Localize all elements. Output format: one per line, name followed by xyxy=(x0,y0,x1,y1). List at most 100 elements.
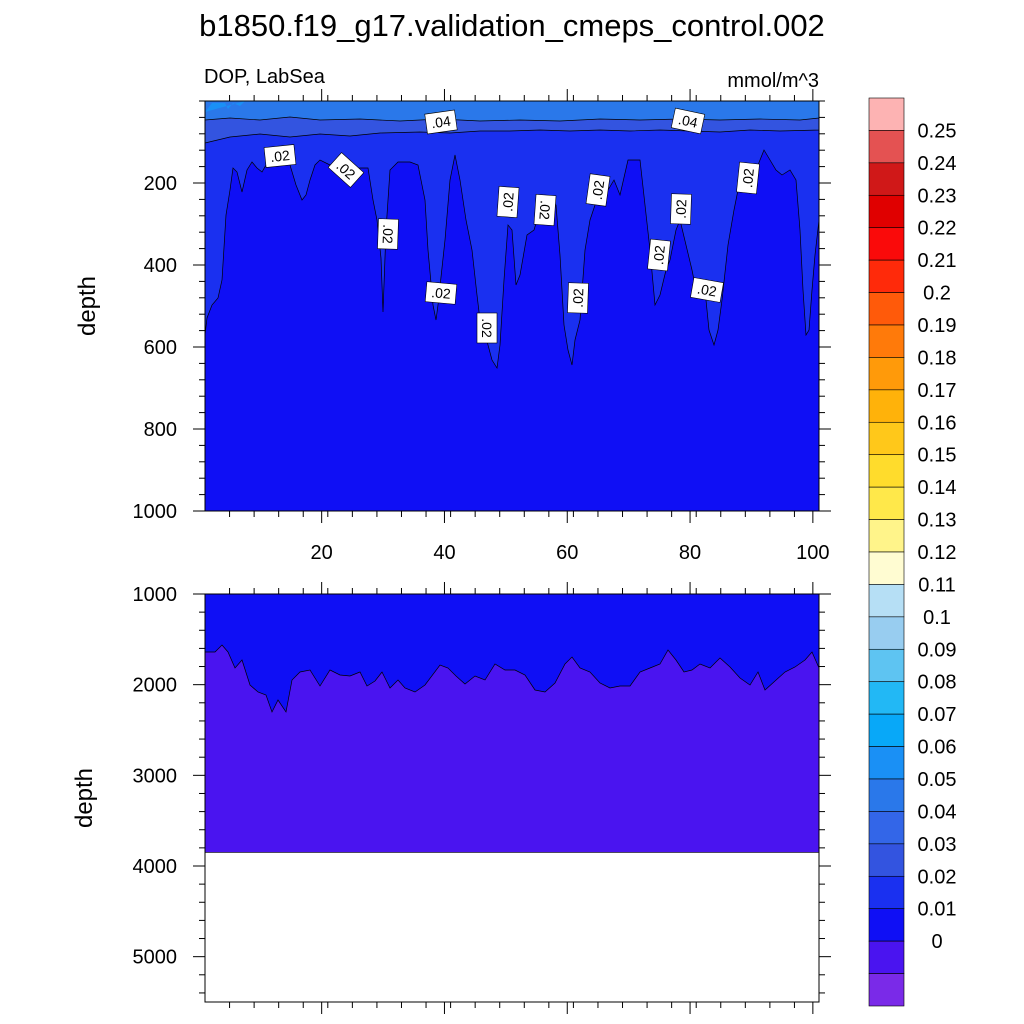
colorbar-label: 0.07 xyxy=(918,704,957,726)
colorbar-swatch xyxy=(868,551,905,585)
colorbar-label: 0.23 xyxy=(918,185,957,207)
svg-text:.02: .02 xyxy=(269,147,290,165)
colorbar-label: 0.25 xyxy=(918,120,957,142)
contour-label: .02 xyxy=(647,238,671,272)
colorbar-label: 0.06 xyxy=(918,737,957,759)
colorbar-swatch xyxy=(868,292,905,326)
svg-text:.02: .02 xyxy=(499,192,516,213)
colorbar-label: 0.04 xyxy=(918,801,957,823)
colorbar-swatch xyxy=(868,162,905,196)
chart-title: b1850.f19_g17.validation_cmeps_control.0… xyxy=(199,8,825,43)
y-tick-label: 1000 xyxy=(133,501,178,523)
lower-axes: 1000 2000 3000 4000 5000 xyxy=(133,582,831,1014)
colorbar-swatch xyxy=(868,843,905,877)
colorbar-swatch xyxy=(868,648,905,683)
colorbar-swatch xyxy=(868,616,905,650)
colorbar-label: 0 xyxy=(931,931,942,953)
y-tick-label: 400 xyxy=(144,255,177,277)
colorbar-label: 0.11 xyxy=(918,574,955,596)
colorbar-swatch xyxy=(868,324,905,358)
contour-fill-0.01-0.02 xyxy=(204,593,820,713)
colorbar-swatch xyxy=(868,130,905,164)
colorbar-swatch xyxy=(868,357,905,391)
colorbar-swatch xyxy=(868,454,905,488)
colorbar-label: 0.21 xyxy=(918,250,957,272)
contour-label: .04 xyxy=(424,109,458,135)
colorbar-label: 0.16 xyxy=(918,412,957,434)
colorbar-swatch xyxy=(868,194,905,229)
y-tick-label: 3000 xyxy=(133,765,178,787)
colorbar-label: 0.12 xyxy=(918,542,957,564)
colorbar-swatch xyxy=(868,486,905,520)
colorbar-label: 0.05 xyxy=(918,769,957,791)
contour-label: .02 xyxy=(670,193,692,225)
lower-panel: 1000 2000 3000 4000 5000 depth xyxy=(71,582,831,1014)
colorbar-swatch xyxy=(868,973,905,1007)
colorbar-swatch xyxy=(868,681,905,715)
colorbar-label: 0.08 xyxy=(918,672,957,694)
contour-label: .04 xyxy=(670,107,706,135)
colorbar-label: 0.13 xyxy=(918,510,957,532)
x-tick-label: 20 xyxy=(311,542,333,564)
svg-text:.02: .02 xyxy=(589,179,608,201)
contour-label: .02 xyxy=(377,218,399,250)
svg-text:.02: .02 xyxy=(570,288,587,308)
lower-y-axis-label: depth xyxy=(71,768,98,828)
contour-label: .02 xyxy=(424,281,458,305)
y-tick-label: 800 xyxy=(144,419,177,441)
x-tick-label: 100 xyxy=(796,542,829,564)
colorbar-label: 0.19 xyxy=(918,315,957,337)
contour-label: .02 xyxy=(476,312,498,344)
svg-text:.02: .02 xyxy=(650,244,668,265)
contour-line-0.03 xyxy=(204,100,820,144)
y-tick-label: 200 xyxy=(144,173,177,195)
colorbar-swatch xyxy=(868,746,905,780)
colorbar-label: 0.02 xyxy=(918,866,957,888)
x-tick-label: 80 xyxy=(679,542,701,564)
colorbar-swatch xyxy=(868,875,905,910)
colorbar-swatch xyxy=(868,713,905,747)
left-subtitle: DOP, LabSea xyxy=(204,66,326,88)
colorbar-label: 0.01 xyxy=(918,899,957,921)
lower-plot-frame xyxy=(204,593,820,1003)
contour-label: .02 xyxy=(533,194,557,226)
x-tick-label: 60 xyxy=(556,542,578,564)
colorbar-swatch xyxy=(868,584,905,618)
y-tick-label: 2000 xyxy=(133,675,178,697)
upper-y-axis-label: depth xyxy=(74,276,101,336)
svg-text:.04: .04 xyxy=(430,113,452,132)
svg-text:.02: .02 xyxy=(739,167,757,188)
contour-label: .02 xyxy=(263,144,297,168)
contour-label: .02 xyxy=(585,173,611,207)
colorbar-label: 0.24 xyxy=(918,153,957,175)
units-subtitle: mmol/m^3 xyxy=(727,70,819,92)
colorbar-label: 0.15 xyxy=(918,445,957,467)
colorbar-swatch xyxy=(868,389,905,423)
colorbar-swatch xyxy=(868,227,905,261)
colorbar-label: 0.17 xyxy=(918,380,957,402)
colorbar-swatch xyxy=(868,421,905,456)
colorbar-label: 0.2 xyxy=(923,283,951,305)
y-tick-label: 600 xyxy=(144,337,177,359)
colorbar-swatch xyxy=(868,940,905,974)
upper-contour-labels: .04 .04 .02 .02 .02 .02 .02 .02 .02 .02 .02 .02 .02.… xyxy=(263,107,760,344)
contour-fill-0.05-0.06 xyxy=(205,101,245,112)
svg-text:.02: .02 xyxy=(479,318,495,338)
y-tick-label: 1000 xyxy=(133,584,178,606)
y-tick-label: 5000 xyxy=(133,947,178,969)
x-tick-label: 40 xyxy=(433,542,455,564)
colorbar-label: 0.22 xyxy=(918,218,957,240)
contour-label: .02 xyxy=(690,277,724,303)
upper-plot-frame xyxy=(204,100,820,512)
lower-contour-fills xyxy=(204,593,820,853)
contour-label: .02 xyxy=(736,161,760,195)
colorbar: 0.25 0.24 0.23 0.22 0.21 0.2 0.19 0.18 0.17 0.16 0… xyxy=(868,97,957,1007)
svg-text:.02: .02 xyxy=(431,284,452,302)
contour-fill-0.04-0.05 xyxy=(205,101,819,121)
colorbar-label: 0.09 xyxy=(918,639,957,661)
contour-line-0.04 xyxy=(204,100,820,122)
colorbar-swatch xyxy=(868,519,905,553)
colorbar-swatch xyxy=(868,97,905,131)
colorbar-label: 0.03 xyxy=(918,834,957,856)
